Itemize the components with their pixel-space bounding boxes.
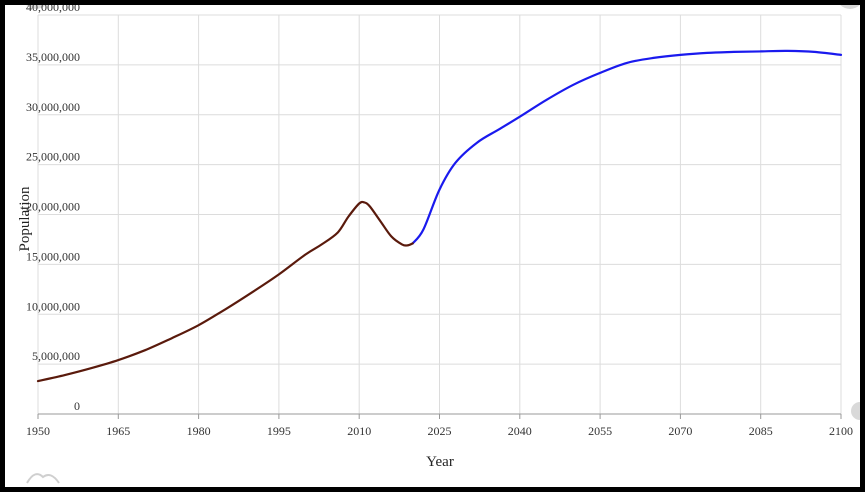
x-axis-title: Year bbox=[426, 454, 454, 470]
population-line-chart: 1950 1965 1980 1995 2010 2025 2040 2055 2070 2085… bbox=[17, 5, 860, 484]
x-tick-label: 2025 bbox=[428, 424, 452, 438]
y-axis-title: Population bbox=[17, 186, 33, 252]
y-tick-label: 30,000,000 bbox=[26, 100, 80, 114]
y-tick-label: 15,000,000 bbox=[26, 249, 80, 263]
chart-frame: 1950 1965 1980 1995 2010 2025 2040 2055 2070 2085… bbox=[5, 5, 860, 487]
x-tick-label: 1965 bbox=[106, 424, 130, 438]
x-tick-label: 2085 bbox=[749, 424, 773, 438]
x-tick-label: 2100 bbox=[829, 424, 853, 438]
chart-series bbox=[36, 49, 843, 383]
x-tick-label: 1950 bbox=[26, 424, 50, 438]
y-tick-label: 0 bbox=[74, 399, 80, 413]
y-tick-label: 5,000,000 bbox=[32, 349, 80, 363]
axis-tick-labels: 1950 1965 1980 1995 2010 2025 2040 2055 2070 2085… bbox=[26, 5, 853, 438]
corner-decoration bbox=[840, 5, 860, 9]
x-tick-label: 1980 bbox=[187, 424, 211, 438]
projection-series-line bbox=[411, 49, 843, 245]
y-tick-label: 40,000,000 bbox=[26, 5, 80, 14]
y-tick-label: 25,000,000 bbox=[26, 150, 80, 164]
x-tick-label: 2010 bbox=[347, 424, 371, 438]
historical-series-line bbox=[36, 200, 414, 383]
y-tick-label: 35,000,000 bbox=[26, 50, 80, 64]
x-tick-label: 2070 bbox=[668, 424, 692, 438]
x-tick-label: 2040 bbox=[508, 424, 532, 438]
corner-decoration bbox=[851, 402, 860, 420]
x-tick-label: 1995 bbox=[267, 424, 291, 438]
x-tick-label: 2055 bbox=[588, 424, 612, 438]
y-tick-label: 10,000,000 bbox=[26, 299, 80, 313]
watermark-logo-icon bbox=[26, 473, 60, 484]
y-tick-label: 20,000,000 bbox=[26, 200, 80, 214]
chart-grid bbox=[37, 14, 842, 419]
corner-decoration bbox=[26, 5, 46, 9]
